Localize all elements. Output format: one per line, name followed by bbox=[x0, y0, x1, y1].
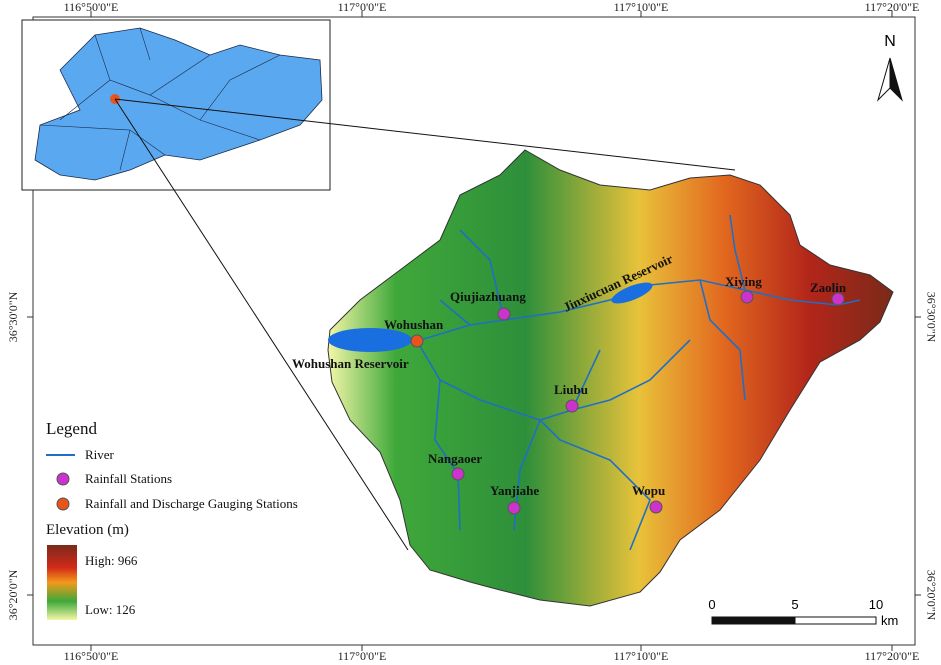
callout-line bbox=[114, 98, 736, 171]
elevation-low: Low: 126 bbox=[85, 602, 136, 617]
station-label: Nangaoer bbox=[428, 451, 482, 466]
scale-unit: km bbox=[881, 613, 898, 628]
station-label: Xiying bbox=[725, 274, 762, 289]
lon-label: 116°50'0"E bbox=[64, 0, 119, 14]
legend-item: Rainfall and Discharge Gauging Stations bbox=[85, 496, 298, 511]
gauging-station bbox=[410, 334, 424, 348]
rainfall-station bbox=[565, 399, 579, 413]
rainfall-station bbox=[507, 501, 521, 515]
elevation-ramp bbox=[47, 545, 77, 620]
elevation-high: High: 966 bbox=[85, 553, 138, 568]
lon-label: 117°20'0"E bbox=[865, 0, 920, 14]
frame-ticks bbox=[27, 11, 921, 651]
rainfall-station bbox=[740, 290, 754, 304]
rainfall-station bbox=[831, 292, 845, 306]
graticule-labels: 116°50'0"E 117°0'0"E 117°10'0"E 117°20'0… bbox=[6, 0, 939, 663]
stations bbox=[410, 290, 845, 515]
lon-label: 117°10'0"E bbox=[614, 649, 669, 663]
north-arrow bbox=[876, 57, 891, 102]
legend-item: River bbox=[85, 447, 115, 462]
station-label: Liubu bbox=[554, 382, 588, 397]
legend-gauging bbox=[56, 497, 70, 511]
lon-label: 117°20'0"E bbox=[865, 649, 920, 663]
map-frame bbox=[32, 16, 916, 646]
rainfall-station bbox=[497, 307, 511, 321]
inset-province bbox=[34, 27, 323, 181]
callout-line bbox=[114, 98, 409, 551]
lat-label: 36°20'0"N bbox=[924, 570, 938, 621]
rainfall-station bbox=[451, 467, 465, 481]
lon-label: 117°10'0"E bbox=[614, 0, 669, 14]
lat-label: 36°20'0"N bbox=[6, 569, 20, 620]
elevation-title: Elevation (m) bbox=[46, 522, 129, 538]
scale-segment bbox=[794, 616, 877, 625]
lat-label: 36°30'0"N bbox=[6, 291, 20, 342]
legend-title: Legend bbox=[46, 419, 97, 438]
legend: Legend River Rainfall Stations Rainfall … bbox=[46, 419, 298, 620]
scale-bar: 0 5 10 km bbox=[708, 597, 898, 628]
station-label: Qiujiazhuang bbox=[450, 289, 526, 304]
scale-segment bbox=[711, 616, 796, 625]
legend-item: Rainfall Stations bbox=[85, 471, 172, 486]
scale-label: 10 bbox=[869, 597, 883, 612]
legend-rainfall bbox=[56, 472, 70, 486]
reservoir-label: Wohushan Reservoir bbox=[292, 356, 409, 371]
station-label: Wohushan bbox=[384, 317, 444, 332]
scale-label: 0 bbox=[708, 597, 715, 612]
lon-label: 117°0'0"E bbox=[338, 0, 387, 14]
reservoir bbox=[328, 328, 412, 352]
station-label: Zaolin bbox=[810, 280, 847, 295]
inset-borders bbox=[39, 27, 281, 171]
lat-label: 36°30'0"N bbox=[924, 292, 938, 343]
lon-label: 117°0'0"E bbox=[338, 649, 387, 663]
scale-label: 5 bbox=[791, 597, 798, 612]
lon-label: 116°50'0"E bbox=[64, 649, 119, 663]
station-label: Wopu bbox=[632, 483, 665, 498]
watershed bbox=[327, 149, 894, 607]
station-label: Yanjiahe bbox=[490, 483, 539, 498]
rainfall-station bbox=[649, 500, 663, 514]
north-arrow bbox=[889, 57, 904, 102]
reservoir bbox=[611, 282, 653, 304]
north-label: N bbox=[884, 33, 896, 50]
